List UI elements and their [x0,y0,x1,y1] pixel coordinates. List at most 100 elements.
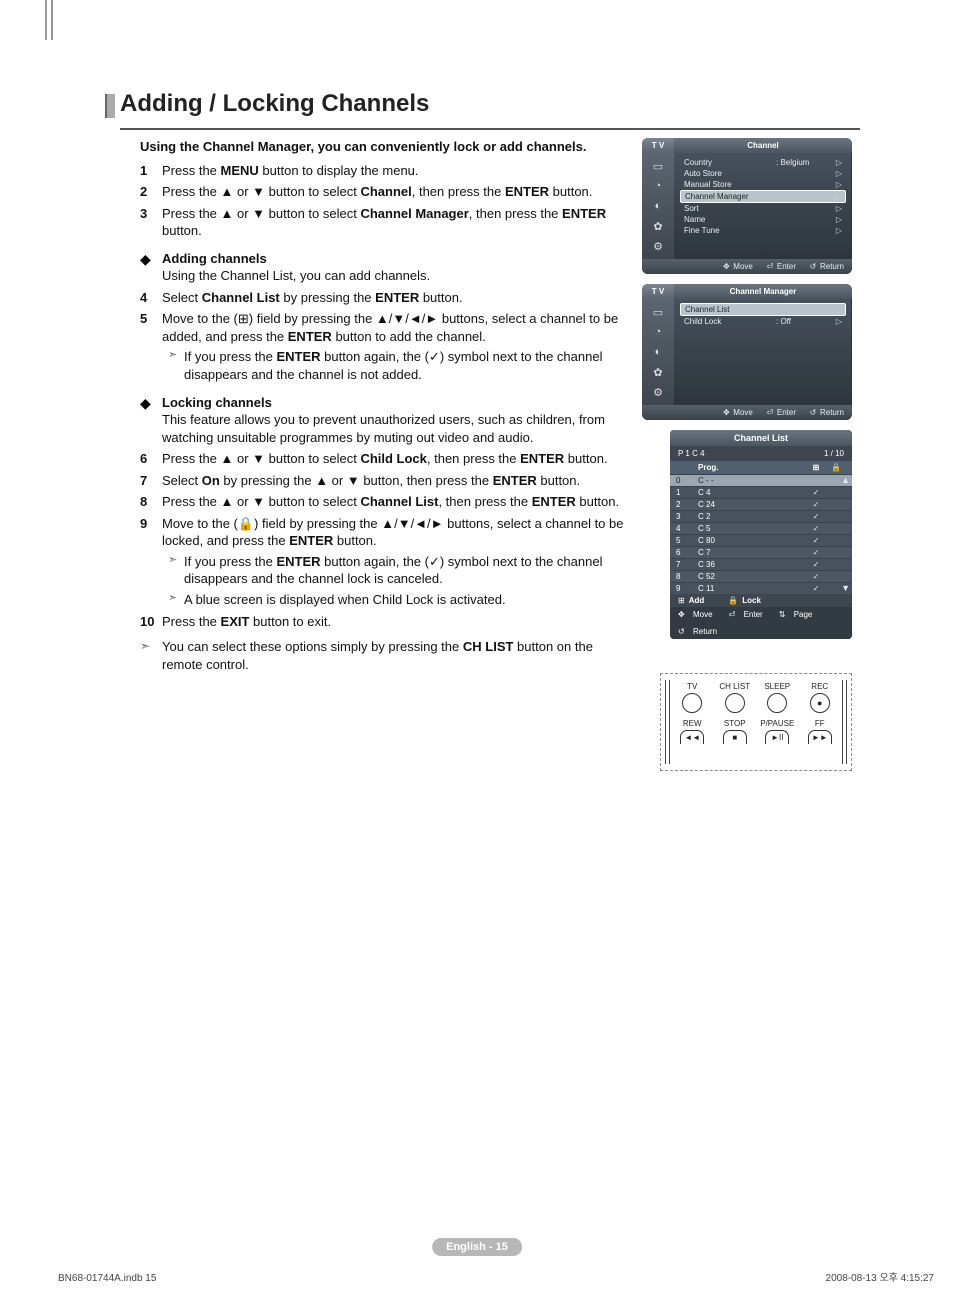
osd-channel: T V Channel ▭◔◐✿⚙ Country: Belgium▷Auto … [642,138,852,274]
lock-column-icon: 🔒 [826,463,846,472]
page-tag: English - 15 [432,1238,522,1256]
osd-tv-label: T V [642,138,674,153]
channel-list-row: 6C 7✓ [670,546,852,558]
channel-list-row: 7C 36✓ [670,558,852,570]
remote-button: REW◄◄ [672,719,712,744]
sub-bullet: ➣ A blue screen is displayed when Child … [162,591,628,609]
clp-foot-page: ⇅Page [779,610,813,619]
screenshots-column: T V Channel ▭◔◐✿⚙ Country: Belgium▷Auto … [642,138,860,771]
clp-sub-right: 1 / 10 [824,449,844,458]
scroll-up-icon: ▲ [841,475,850,485]
chevron-icon: ➣ [140,638,162,673]
step-7: 7 Select On by pressing the ▲ or ▼ butto… [140,472,628,490]
clp-foot-move: ✥Move [678,610,713,619]
step-body: Select On by pressing the ▲ or ▼ button,… [162,472,628,490]
osd-title-bar: T V Channel [642,138,852,153]
step-num: 1 [140,162,162,180]
channel-list-row: 2C 24✓ [670,498,852,510]
osd-menu-item: Country: Belgium▷ [680,157,846,168]
step-9: 9 Move to the (🔒) field by pressing the … [140,515,628,609]
remote-edge [665,680,668,764]
remote-edge [840,680,843,764]
osd-category-icon: ▭ [650,305,666,319]
step-body: Press the ▲ or ▼ button to select Channe… [162,205,628,240]
step-2: 2 Press the ▲ or ▼ button to select Chan… [140,183,628,201]
osd-menu-item: Fine Tune▷ [680,225,846,236]
osd-foot-return: ↺Return [808,262,844,271]
remote-edge [669,680,672,764]
add-icon: ⊞ [678,596,685,605]
step-8: 8 Press the ▲ or ▼ button to select Chan… [140,493,628,511]
intro-text: Using the Channel Manager, you can conve… [140,138,628,156]
step-num: 7 [140,472,162,490]
osd-menu-item: Sort▷ [680,203,846,214]
clp-footer-nav: ✥Move ⏎Enter ⇅Page ↺Return [670,607,852,639]
step-6: 6 Press the ▲ or ▼ button to select Chil… [140,450,628,468]
step-num: 9 [140,515,162,609]
title-ornament [105,94,115,118]
add-column-icon: ⊞ [806,463,826,472]
channel-list-row: 5C 80✓ [670,534,852,546]
content: Using the Channel Manager, you can conve… [140,138,860,771]
osd-category-icon: ◔ [650,179,666,193]
footer-right: 2008-08-13 오후 4:15:27 [826,1269,934,1284]
step-body: Press the ▲ or ▼ button to select Child … [162,450,628,468]
diamond-icon: ◆ [140,394,162,447]
osd-menu-list: Country: Belgium▷Auto Store▷Manual Store… [674,153,852,259]
sub-body: If you press the ENTER button again, the… [184,553,628,588]
clp-rows: ▲ ▼ 0C - -1C 4✓2C 24✓3C 2✓4C 5✓5C 80✓6C … [670,474,852,594]
osd-menu-item: Name▷ [680,214,846,225]
chevron-icon: ➣ [168,348,184,383]
osd-icon-strip: ▭◔◐✿⚙ [642,299,674,405]
remote-diagram: TVCH LISTSLEEPREC● REW◄◄STOP■P/PAUSE►IIF… [660,673,852,771]
step-body: Press the ▲ or ▼ button to select Channe… [162,183,628,201]
step-4: 4 Select Channel List by pressing the EN… [140,289,628,307]
remote-button: CH LIST [715,682,755,713]
osd-menu-item: Manual Store▷ [680,179,846,190]
clp-lock-label: 🔒Lock [728,596,761,605]
step-5: 5 Move to the (⊞) field by pressing the … [140,310,628,383]
step-num: 5 [140,310,162,383]
section-heading: Adding channels [162,251,267,266]
step-num: 8 [140,493,162,511]
chevron-icon: ➣ [168,553,184,588]
osd-category-icon: ✿ [650,219,666,233]
osd-menu-item: Channel List [680,303,846,316]
osd-menu-list: Channel ListChild Lock: Off▷ [674,299,852,405]
clp-head-prog: Prog. [698,463,806,472]
osd-menu-item: Auto Store▷ [680,168,846,179]
osd-category-icon: ⚙ [650,385,666,399]
osd-menu-item: Channel Manager▷ [680,190,846,203]
osd-title: Channel [674,138,852,153]
page-title: Adding / Locking Channels [120,90,880,118]
remote-button: STOP■ [715,719,755,744]
channel-list-row: 8C 52✓ [670,570,852,582]
instructions-column: Using the Channel Manager, you can conve… [140,138,628,771]
step-body: Press the EXIT button to exit. [162,613,628,631]
remote-row-2: REW◄◄STOP■P/PAUSE►IIFF►► [671,719,841,744]
title-bar: Adding / Locking Channels [60,90,880,118]
clp-add-label: ⊞Add [678,596,704,605]
tip: ➣ You can select these options simply by… [140,638,628,673]
sub-body: A blue screen is displayed when Child Lo… [184,591,628,609]
step-body: Press the MENU button to display the men… [162,162,628,180]
section-text: Using the Channel List, you can add chan… [162,268,430,283]
osd-category-icon: ◐ [650,199,666,213]
chevron-icon: ➣ [168,591,184,609]
osd-footer: ✥Move ⏎Enter ↺Return [642,405,852,420]
channel-list-row: 1C 4✓ [670,486,852,498]
remote-button: FF►► [800,719,840,744]
osd-foot-return: ↺Return [808,408,844,417]
step-body: Move to the (⊞) field by pressing the ▲/… [162,310,628,383]
step-3: 3 Press the ▲ or ▼ button to select Chan… [140,205,628,240]
clp-column-header: Prog. ⊞ 🔒 [670,461,852,474]
section-heading: Locking channels [162,395,272,410]
osd-footer: ✥Move ⏎Enter ↺Return [642,259,852,274]
osd-foot-move: ✥Move [721,408,753,417]
osd-foot-move: ✥Move [721,262,753,271]
step-body: Select Channel List by pressing the ENTE… [162,289,628,307]
step-num: 6 [140,450,162,468]
osd-category-icon: ◐ [650,345,666,359]
step-num: 3 [140,205,162,240]
step-10: 10 Press the EXIT button to exit. [140,613,628,631]
